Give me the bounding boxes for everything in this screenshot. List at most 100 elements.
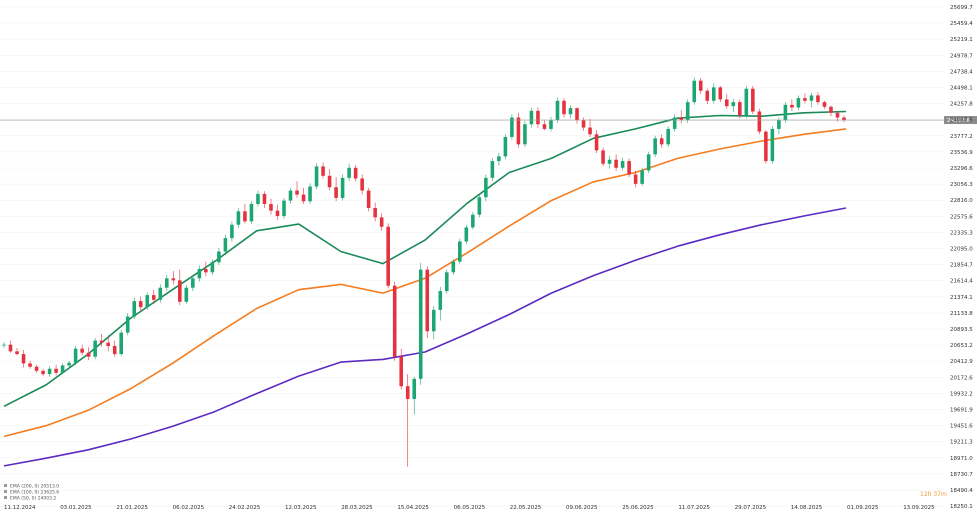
candle <box>41 368 45 377</box>
candle <box>523 120 527 148</box>
y-tick-label: 19691.9 <box>950 408 973 414</box>
candle <box>692 77 697 105</box>
candle <box>829 105 833 117</box>
candle-body <box>490 161 495 178</box>
candle <box>842 115 846 123</box>
candle-body <box>54 368 58 373</box>
candle-body <box>503 136 508 157</box>
candle-body <box>601 150 605 164</box>
y-tick-label: 19451.6 <box>950 424 973 430</box>
candle-body <box>230 224 234 239</box>
candle <box>464 224 469 245</box>
candle-body <box>60 365 65 373</box>
candle-body <box>262 193 267 204</box>
candle-body <box>321 166 325 176</box>
candle <box>549 116 553 132</box>
candle <box>542 120 547 131</box>
candle <box>601 147 605 167</box>
candle-body <box>425 269 430 332</box>
candle-body <box>243 211 247 222</box>
candle-body <box>484 177 488 198</box>
candle-body <box>106 342 110 346</box>
candle <box>764 130 768 164</box>
candle <box>171 270 176 285</box>
candle <box>575 107 579 124</box>
candle <box>458 238 462 265</box>
candle <box>653 135 657 158</box>
candle <box>516 112 521 148</box>
candle <box>360 174 364 195</box>
candle <box>178 269 182 306</box>
candle <box>809 92 814 108</box>
candle-body <box>620 161 625 168</box>
candle <box>568 105 573 119</box>
candle-body <box>21 354 26 364</box>
candle <box>353 165 358 182</box>
y-tick-label: 24738.4 <box>950 69 973 75</box>
y-tick-label: 22335.3 <box>950 230 973 236</box>
candle <box>627 158 631 178</box>
legend-swatch <box>4 496 7 499</box>
candle-body <box>822 102 827 107</box>
candle-body <box>340 177 345 198</box>
candle <box>106 335 110 352</box>
y-tick-label: 25459.4 <box>950 21 973 27</box>
candles <box>2 77 846 467</box>
candle-body <box>770 128 775 162</box>
candle <box>269 198 273 215</box>
ema100-line <box>3 128 847 438</box>
candle <box>366 187 371 212</box>
candle <box>438 287 443 321</box>
candle <box>204 261 208 277</box>
candle-body <box>145 295 150 308</box>
x-tick-label: 06.05.2025 <box>454 505 486 511</box>
candle <box>125 313 130 336</box>
candle <box>327 169 332 191</box>
candle <box>347 163 351 182</box>
candle-body <box>692 80 697 103</box>
legend-swatch <box>4 484 7 487</box>
candle <box>99 333 104 347</box>
candle <box>562 98 566 118</box>
y-tick-label: 21854.7 <box>950 263 973 269</box>
candle-body <box>698 80 703 91</box>
candle-body <box>685 102 690 121</box>
candle <box>288 187 293 204</box>
y-tick-label: 24978.7 <box>950 53 973 59</box>
candle-body <box>842 117 846 121</box>
candle <box>34 364 39 373</box>
candle-body <box>458 241 462 262</box>
candle <box>112 340 117 357</box>
candle-body <box>2 344 6 346</box>
candle-body <box>373 207 377 218</box>
candle <box>633 170 638 188</box>
candle-body <box>197 268 202 279</box>
candle-body <box>138 301 143 308</box>
candle-body <box>640 170 644 184</box>
candle <box>646 151 651 174</box>
candle-body <box>178 280 182 302</box>
candle-body <box>607 159 612 164</box>
candle-body <box>666 128 670 145</box>
candle <box>184 285 189 304</box>
candle-body <box>392 285 397 357</box>
candle <box>431 305 436 340</box>
candle <box>145 292 150 310</box>
candle <box>614 154 618 172</box>
candle-body <box>803 98 807 101</box>
x-tick-label: 06.02.2025 <box>173 505 205 511</box>
x-tick-label: 01.09.2025 <box>847 505 879 511</box>
candle-body <box>223 238 228 252</box>
candle-body <box>510 117 514 137</box>
candle <box>471 211 475 230</box>
candle-body <box>594 134 599 151</box>
candle-body <box>562 100 566 115</box>
candle <box>796 95 801 111</box>
candle-body <box>67 362 71 366</box>
last-price-label: 24012.6 <box>947 118 970 124</box>
candle-body <box>809 95 814 101</box>
candle-body <box>204 268 208 273</box>
y-tick-label: 23777.2 <box>950 134 973 140</box>
candle <box>67 360 71 368</box>
